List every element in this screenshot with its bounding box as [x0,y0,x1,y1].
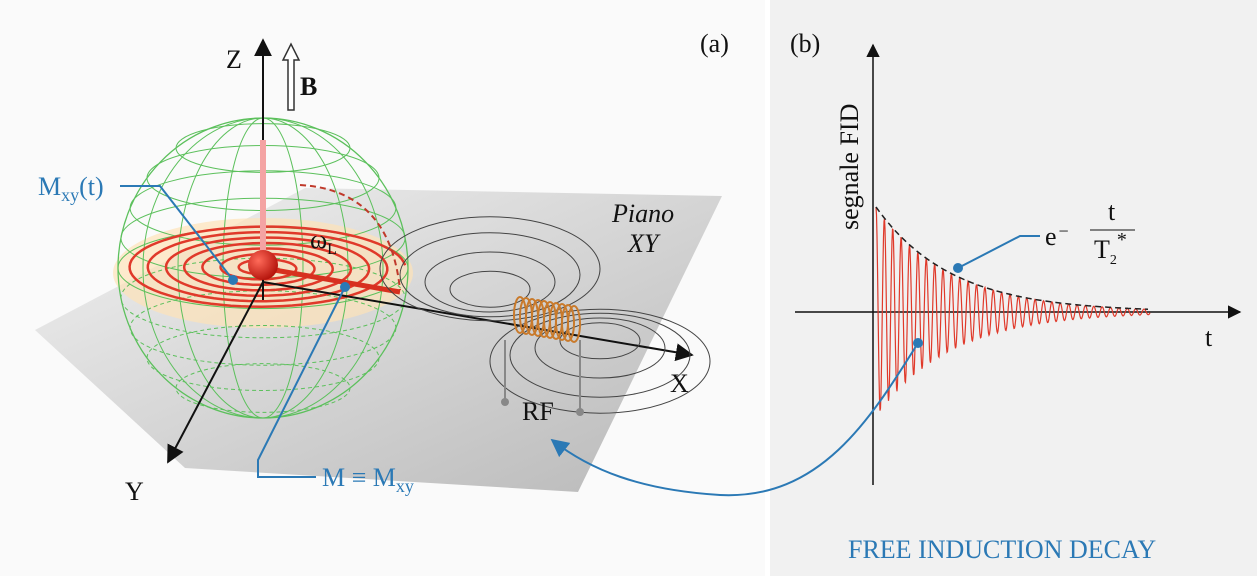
mequiv-sub: xy [396,476,414,496]
plane-line2: XY [627,229,661,258]
rf-terminal [501,398,509,406]
omega: ω [310,225,327,254]
panel-label: (b) [790,29,820,58]
envelope-t: T [1094,235,1110,264]
panel-label: (a) [700,29,729,58]
mequiv-main: M ≡ M [322,463,396,492]
fid-x-label: t [1205,323,1213,352]
panel-b-bg [770,0,1257,576]
envelope-sub: 2 [1110,253,1117,268]
rf-label: RF [522,397,554,426]
y-label: Y [125,477,144,506]
envelope-base: e [1045,222,1057,251]
x-label: X [670,369,689,398]
callout-dot [228,275,238,285]
rf-terminal [576,408,584,416]
mxyt-main: M [38,172,61,201]
fid-y-label: segnale FID [835,104,864,230]
callout-dot [340,282,350,292]
callout-dot [953,263,963,273]
plane-line1: Piano [611,199,674,228]
mxyt-sub: xy [61,185,79,205]
envelope-sign: − [1059,221,1069,241]
spin-ball [248,250,278,280]
b-label: B [300,72,317,101]
caption: FREE INDUCTION DECAY [848,535,1156,564]
mxyt-tail: (t) [79,172,104,201]
figure: (a) Z B X Y ωL Piano XY RF Mxy(t) M ≡ Mx… [0,0,1257,576]
z-label: Z [226,45,242,74]
omega-sub: L [327,241,337,258]
page: FID {"panel_a": {"label": "(a)", "axes":… [0,0,1257,576]
envelope-numerator: t [1108,197,1116,226]
envelope-sup: * [1117,229,1127,251]
body: (a) Z B X Y ωL Piano XY RF Mxy(t) M ≡ Mx… [0,0,1257,576]
